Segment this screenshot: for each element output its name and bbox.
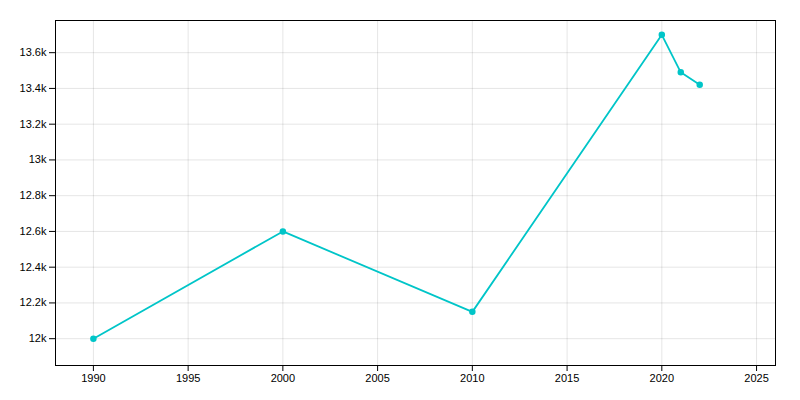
svg-text:12.8k: 12.8k (20, 189, 47, 201)
svg-text:13.4k: 13.4k (20, 82, 47, 94)
svg-text:13k: 13k (29, 153, 47, 165)
svg-text:1995: 1995 (176, 372, 200, 384)
svg-text:2000: 2000 (271, 372, 295, 384)
svg-text:2020: 2020 (650, 372, 674, 384)
svg-text:2025: 2025 (744, 372, 768, 384)
svg-text:2015: 2015 (555, 372, 579, 384)
svg-text:13.6k: 13.6k (20, 46, 47, 58)
svg-text:2005: 2005 (365, 372, 389, 384)
svg-text:2010: 2010 (460, 372, 484, 384)
svg-text:12.4k: 12.4k (20, 261, 47, 273)
svg-text:12k: 12k (29, 332, 47, 344)
svg-text:13.2k: 13.2k (20, 118, 47, 130)
svg-text:1990: 1990 (81, 372, 105, 384)
svg-text:12.6k: 12.6k (20, 225, 47, 237)
svg-text:12.2k: 12.2k (20, 296, 47, 308)
